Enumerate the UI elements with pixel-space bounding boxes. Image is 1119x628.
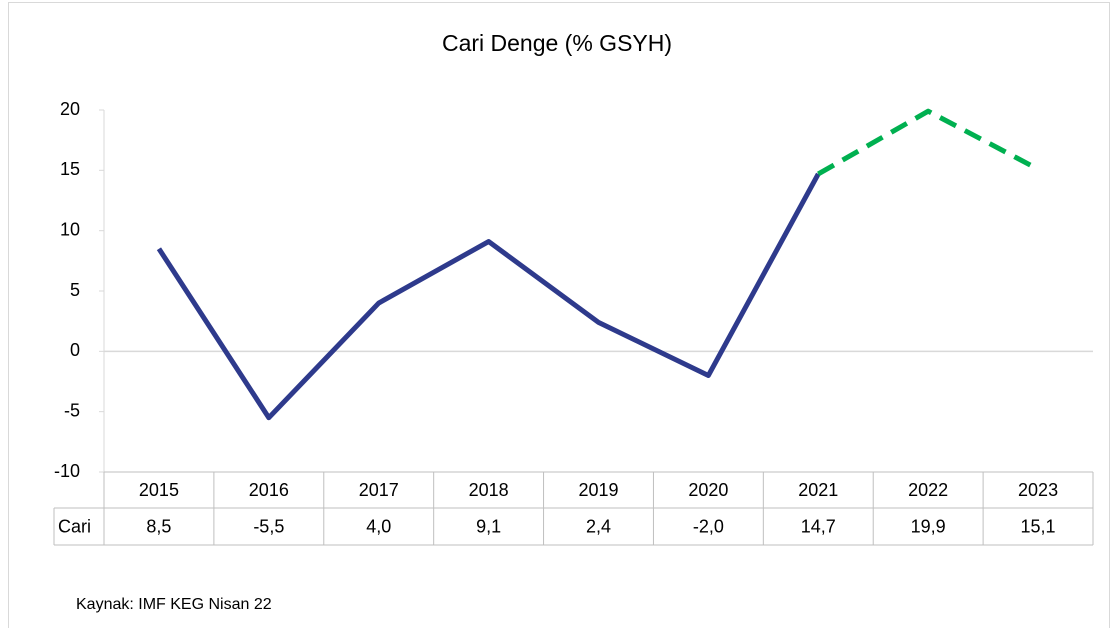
value-label: -2,0 — [693, 516, 724, 536]
x-tick-label: 2023 — [1018, 480, 1058, 500]
value-label: 9,1 — [476, 516, 501, 536]
legend-label: Cari — [58, 516, 91, 536]
source-note: Kaynak: IMF KEG Nisan 22 — [76, 596, 272, 613]
x-tick-label: 2019 — [578, 480, 618, 500]
x-tick-label: 2020 — [688, 480, 728, 500]
x-tick-label: 2017 — [359, 480, 399, 500]
y-tick-label: 20 — [60, 99, 80, 119]
x-tick-label: 2021 — [798, 480, 838, 500]
forecast-line — [817, 108, 1040, 177]
x-tick-label: 2022 — [908, 480, 948, 500]
y-tick-label: 5 — [70, 280, 80, 300]
x-tick-label: 2016 — [249, 480, 289, 500]
value-label: 2,4 — [586, 516, 611, 536]
value-label: 8,5 — [146, 516, 171, 536]
value-label: 14,7 — [801, 516, 836, 536]
x-tick-label: 2015 — [139, 480, 179, 500]
x-tick-label: 2018 — [469, 480, 509, 500]
value-label: 15,1 — [1021, 516, 1056, 536]
line-series — [156, 172, 821, 421]
y-tick-label: 0 — [70, 340, 80, 360]
chart-border — [8, 2, 1110, 628]
y-tick-label: 10 — [60, 219, 80, 239]
value-label: 4,0 — [366, 516, 391, 536]
chart-title: Cari Denge (% GSYH) — [442, 30, 672, 56]
value-label: -5,5 — [253, 516, 284, 536]
y-tick-label: -5 — [64, 400, 80, 420]
y-tick-label: -10 — [54, 461, 80, 481]
value-label: 19,9 — [911, 516, 946, 536]
y-tick-label: 15 — [60, 159, 80, 179]
